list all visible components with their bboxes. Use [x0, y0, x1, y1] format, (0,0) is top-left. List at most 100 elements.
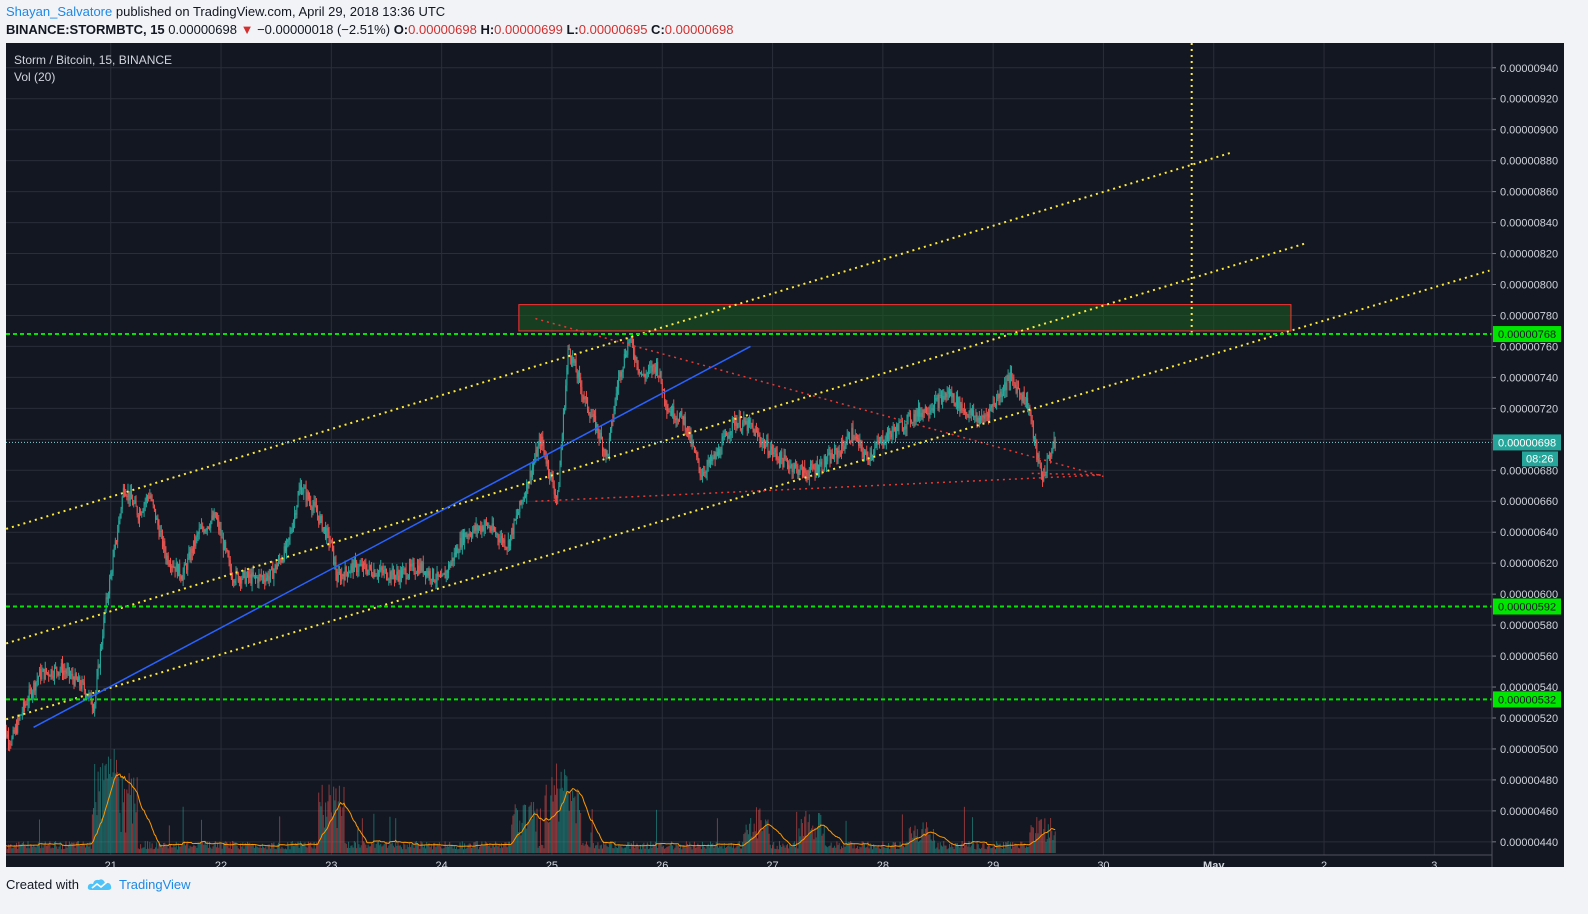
volume-bar: [659, 842, 661, 853]
x-tick-label: 26: [656, 860, 668, 867]
volume-bar: [256, 846, 258, 853]
volume-bar: [504, 842, 506, 853]
volume-bar: [121, 775, 123, 853]
volume-bar: [1019, 848, 1021, 853]
volume-bar: [315, 842, 317, 853]
volume-bar: [559, 788, 561, 853]
volume-bar: [707, 843, 709, 853]
candle-body: [977, 417, 979, 423]
volume-bar: [328, 784, 330, 853]
volume-bar: [283, 849, 285, 853]
volume-bar: [846, 842, 848, 853]
candle-body: [619, 371, 621, 378]
candle-body: [559, 465, 561, 487]
candle-body: [261, 576, 263, 578]
candle-body: [295, 513, 297, 515]
candle-body: [118, 520, 120, 533]
y-tick-label: 0.00000920: [1500, 94, 1558, 106]
candle-body: [286, 542, 288, 552]
candle-body: [41, 671, 43, 680]
volume-bar: [658, 844, 660, 853]
candle-body: [45, 668, 47, 673]
volume-bar: [1012, 842, 1014, 853]
volume-bar: [542, 845, 544, 853]
volume-bar: [421, 842, 423, 853]
candle-body: [685, 430, 687, 432]
volume-bar: [672, 845, 674, 853]
volume-bar: [831, 847, 833, 853]
candle-body: [849, 433, 851, 442]
volume-bar: [61, 844, 63, 853]
volume-bar: [205, 844, 207, 853]
candle-body: [897, 424, 899, 432]
tradingview-link[interactable]: TradingView: [118, 877, 191, 892]
candle-body: [132, 499, 134, 506]
volume-bar: [691, 849, 693, 853]
candle-body: [818, 471, 820, 474]
y-tick-label: 0.00000780: [1500, 310, 1558, 322]
candle-body: [299, 484, 301, 490]
volume-bar: [510, 845, 512, 853]
volume-bar: [376, 842, 378, 853]
candle-body: [79, 676, 81, 686]
price-chart[interactable]: 0.000009400.000009200.000009000.00000880…: [0, 43, 1564, 872]
candle-body: [292, 520, 294, 530]
candle-body: [938, 395, 940, 408]
candle-body: [820, 461, 822, 465]
level-price-label: 0.00000768: [1498, 329, 1556, 341]
candle-body: [701, 475, 703, 477]
candle-body: [605, 450, 607, 456]
candle-body: [558, 486, 560, 492]
candle-body: [890, 433, 892, 438]
volume-bar: [891, 844, 893, 853]
volume-bar: [345, 843, 347, 853]
candle-body: [1020, 393, 1022, 395]
volume-bar: [496, 844, 498, 853]
candle-body: [335, 562, 337, 576]
volume-bar: [450, 846, 452, 853]
high-label: H:: [476, 22, 495, 37]
candle-body: [88, 693, 90, 698]
chart-area[interactable]: 0.00000940 0.00000920 0.00000900 0.00000880…: [0, 43, 1564, 872]
volume-bar: [288, 844, 290, 853]
volume-bar: [908, 828, 910, 853]
volume-bar: [66, 847, 68, 853]
volume-bar: [649, 848, 651, 853]
volume-bar: [970, 845, 972, 853]
candle-body: [638, 369, 640, 374]
candle-body: [205, 530, 207, 532]
volume-bar: [82, 841, 84, 853]
volume-bar: [942, 846, 944, 853]
volume-bar: [780, 845, 782, 853]
volume-bar: [1044, 818, 1046, 853]
volume-bar: [883, 847, 885, 853]
candle-body: [880, 438, 882, 444]
volume-bar: [963, 806, 965, 853]
candle-body: [275, 564, 277, 570]
y-tick-label: 0.00000500: [1500, 744, 1558, 756]
candle-body: [872, 454, 874, 458]
volume-bar: [656, 809, 658, 853]
author-link[interactable]: Shayan_Salvatore: [6, 4, 113, 19]
volume-bar: [140, 844, 142, 853]
candle-body: [641, 372, 643, 375]
volume-bar: [961, 841, 963, 853]
volume-bar: [534, 811, 536, 853]
candle-body: [729, 435, 731, 437]
candle-body: [102, 636, 104, 645]
volume-bar: [843, 843, 845, 853]
candle-body: [719, 449, 721, 456]
candle-body: [831, 453, 833, 459]
candle-body: [109, 578, 111, 595]
volume-bar: [318, 792, 320, 853]
low-label: L:: [562, 22, 579, 37]
candle-body: [573, 356, 575, 363]
volume-bar: [1014, 843, 1016, 853]
volume-bar: [294, 845, 296, 853]
candle-body: [33, 682, 35, 693]
y-tick-label: 0.00000900: [1500, 125, 1558, 137]
candle-body: [906, 417, 908, 429]
candle-body: [1023, 392, 1025, 404]
candle-body: [18, 718, 20, 720]
candle-body: [427, 571, 429, 576]
